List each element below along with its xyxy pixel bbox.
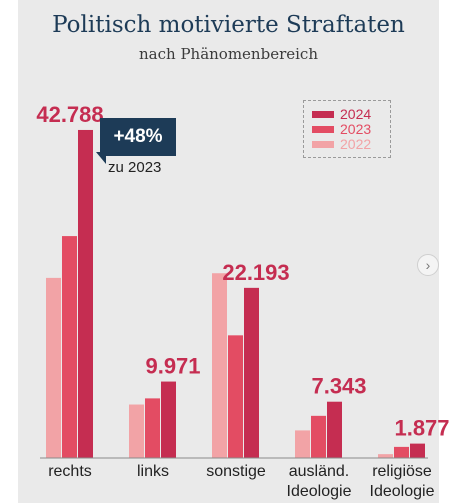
category-label-3-0: ausländ.: [289, 463, 350, 480]
value-label-1: 9.971: [145, 354, 200, 379]
legend-label-2024: 2024: [340, 106, 372, 122]
callout-pointer: [96, 152, 106, 164]
legend-item-2023: 2023: [312, 122, 382, 137]
category-label-0-0: rechts: [48, 463, 92, 480]
category-label-2-0: sonstige: [206, 463, 266, 480]
bar-2024-3: [327, 401, 342, 458]
value-label-0: 42.788: [36, 102, 103, 127]
legend-swatch-2023: [312, 126, 334, 133]
legend-swatch-2022: [312, 141, 334, 148]
bar-2022-3: [295, 430, 310, 458]
chart-title: Politisch motivierte Straftaten: [52, 12, 405, 38]
value-label-2: 22.193: [222, 260, 289, 285]
bar-2023-2: [228, 335, 243, 458]
bar-2024-4: [410, 443, 425, 458]
bar-2022-1: [129, 404, 144, 458]
callout-note: zu 2023: [108, 159, 162, 176]
category-label-4-1: Ideologie: [370, 483, 435, 500]
bar-2022-4: [378, 454, 393, 458]
bar-2023-4: [394, 446, 409, 458]
bar-2023-3: [311, 415, 326, 458]
legend-item-2022: 2022: [312, 137, 382, 152]
value-label-4: 1.877: [394, 416, 449, 441]
value-label-3: 7.343: [311, 374, 366, 399]
next-slide-button[interactable]: ›: [417, 254, 439, 276]
legend: 2024 2023 2022: [303, 100, 391, 158]
category-label-3-1: Ideologie: [287, 483, 352, 500]
bar-2022-2: [212, 273, 227, 458]
legend-label-2023: 2023: [340, 121, 372, 137]
legend-item-2024: 2024: [312, 107, 382, 122]
bar-2024-2: [244, 287, 259, 458]
bar-2024-1: [161, 381, 176, 458]
legend-label-2022: 2022: [340, 136, 372, 152]
bar-2024-0: [78, 129, 93, 458]
chevron-right-icon: ›: [425, 257, 431, 273]
category-label-1-0: links: [137, 463, 169, 480]
change-callout: +48%: [100, 118, 176, 156]
bar-2023-1: [145, 398, 160, 458]
chart-subtitle: nach Phänomenbereich: [139, 45, 318, 63]
legend-swatch-2024: [312, 111, 334, 118]
category-label-4-0: religiöse: [372, 463, 432, 480]
bar-2023-0: [62, 236, 77, 458]
bar-2022-0: [46, 277, 61, 458]
